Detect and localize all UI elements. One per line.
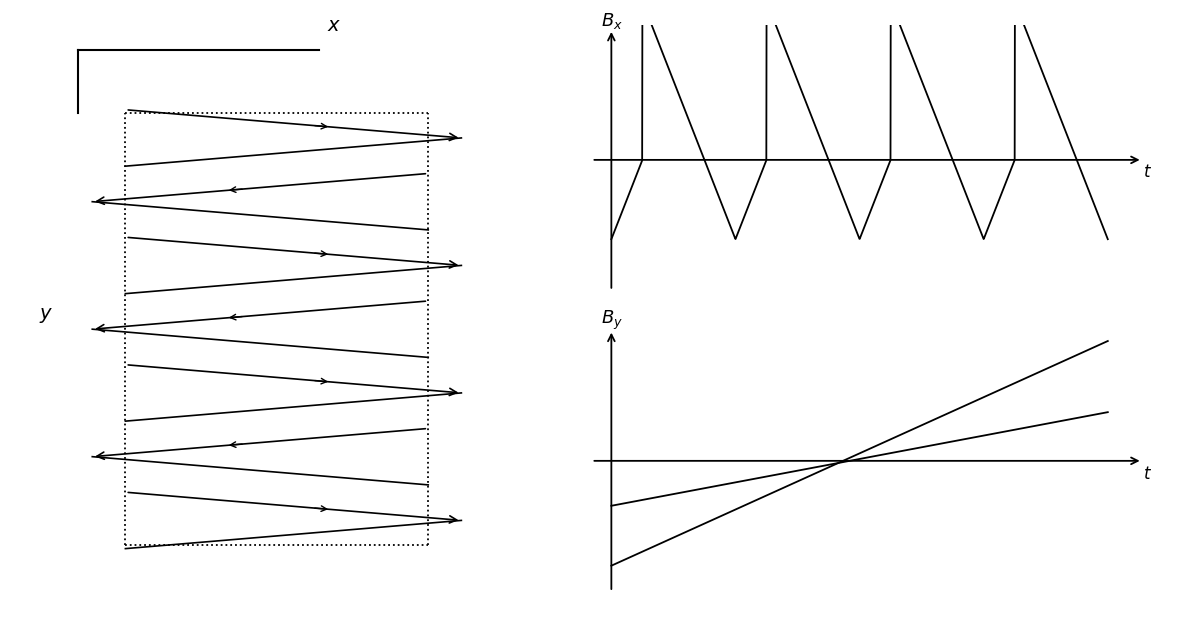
Text: y: y — [39, 304, 51, 323]
Text: $t$: $t$ — [1143, 465, 1152, 483]
Text: $t$: $t$ — [1143, 163, 1152, 181]
Text: $B_x$: $B_x$ — [601, 11, 623, 31]
Text: $B_y$: $B_y$ — [601, 309, 623, 332]
Text: x: x — [328, 16, 340, 34]
